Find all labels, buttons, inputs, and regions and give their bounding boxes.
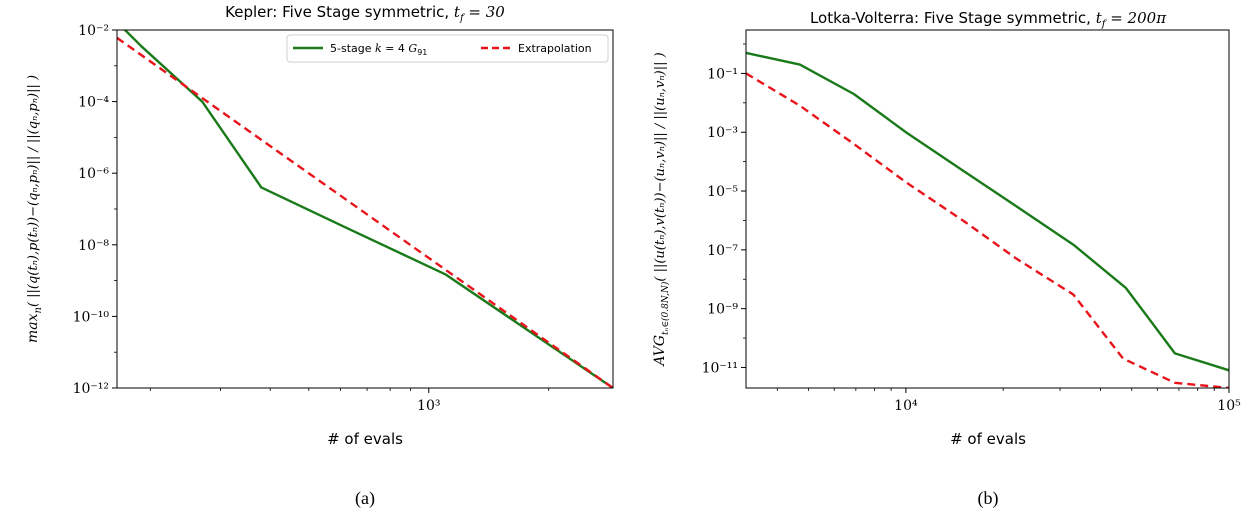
panel-b-title-text: Lotka-Volterra: Five Stage symmetric, [810,9,1096,27]
panel-b-title: Lotka-Volterra: Five Stage symmetric, tf… [810,9,1167,30]
y-tick-label: 10⁻² [78,23,109,39]
y-tick-label: 10⁻¹² [73,381,109,397]
panel-a-xlabel: # of evals [327,430,403,448]
legend-label-5-stage: 5-stage k = 4 G91 [330,42,427,57]
panel-a-caption: (a) [355,488,375,509]
panel-a: Kepler: Five Stage symmetric, tf = 30 10… [25,3,614,509]
panel-a-title-math: tf = 30 [454,3,505,24]
panel-a-ylabel: maxn( ||(q(tₙ),p(tₙ))−(qₙ,pₙ)|| / ||(qₙ,… [25,75,44,343]
y-tick-label: 10⁻⁷ [707,243,738,259]
y-tick-label: 10⁻¹⁰ [73,309,110,325]
y-tick-label: 10⁻⁸ [78,238,109,254]
panel-a-title-text: Kepler: Five Stage symmetric, [225,3,454,21]
y-tick-label: 10⁻³ [707,125,738,141]
panel-a-legend: 5-stage k = 4 G91 Extrapolation [286,34,609,63]
panel-b-series-solid-line [746,51,1229,372]
y-tick-label: 10⁻⁶ [78,166,109,182]
y-tick-label: 10⁻⁹ [707,302,738,318]
panel-b-caption: (b) [978,488,999,509]
panel-a-title: Kepler: Five Stage symmetric, tf = 30 [225,3,505,24]
y-tick-label: 10⁻⁵ [707,184,738,200]
panel-a-series-extrapolation-line [117,36,613,388]
panel-b-ylabel: AVGtₙ∈(0.8N,N)( ||(u(tₙ),v(tₙ))−(uₙ,vₙ)|… [652,52,671,367]
panel-b: Lotka-Volterra: Five Stage symmetric, tf… [652,9,1241,509]
legend-box [286,34,609,63]
panel-b-xlabel: # of evals [950,430,1026,448]
panel-b-frame [745,29,1230,389]
panel-a-frame [116,29,614,389]
x-tick-label: 10³ [417,398,440,414]
y-tick-label: 10⁻⁴ [78,95,109,111]
legend-label-extrapolation: Extrapolation [518,42,592,55]
panel-b-title-math: tf = 200π [1096,9,1167,30]
y-tick-label: 10⁻¹¹ [702,360,738,376]
panel-b-series-extrapolation-line [746,72,1229,388]
x-tick-label: 10⁴ [894,398,918,414]
panel-a-series-solid-line [123,30,613,388]
x-tick-label: 10⁵ [1217,398,1241,414]
y-tick-label: 10⁻¹ [707,66,738,82]
